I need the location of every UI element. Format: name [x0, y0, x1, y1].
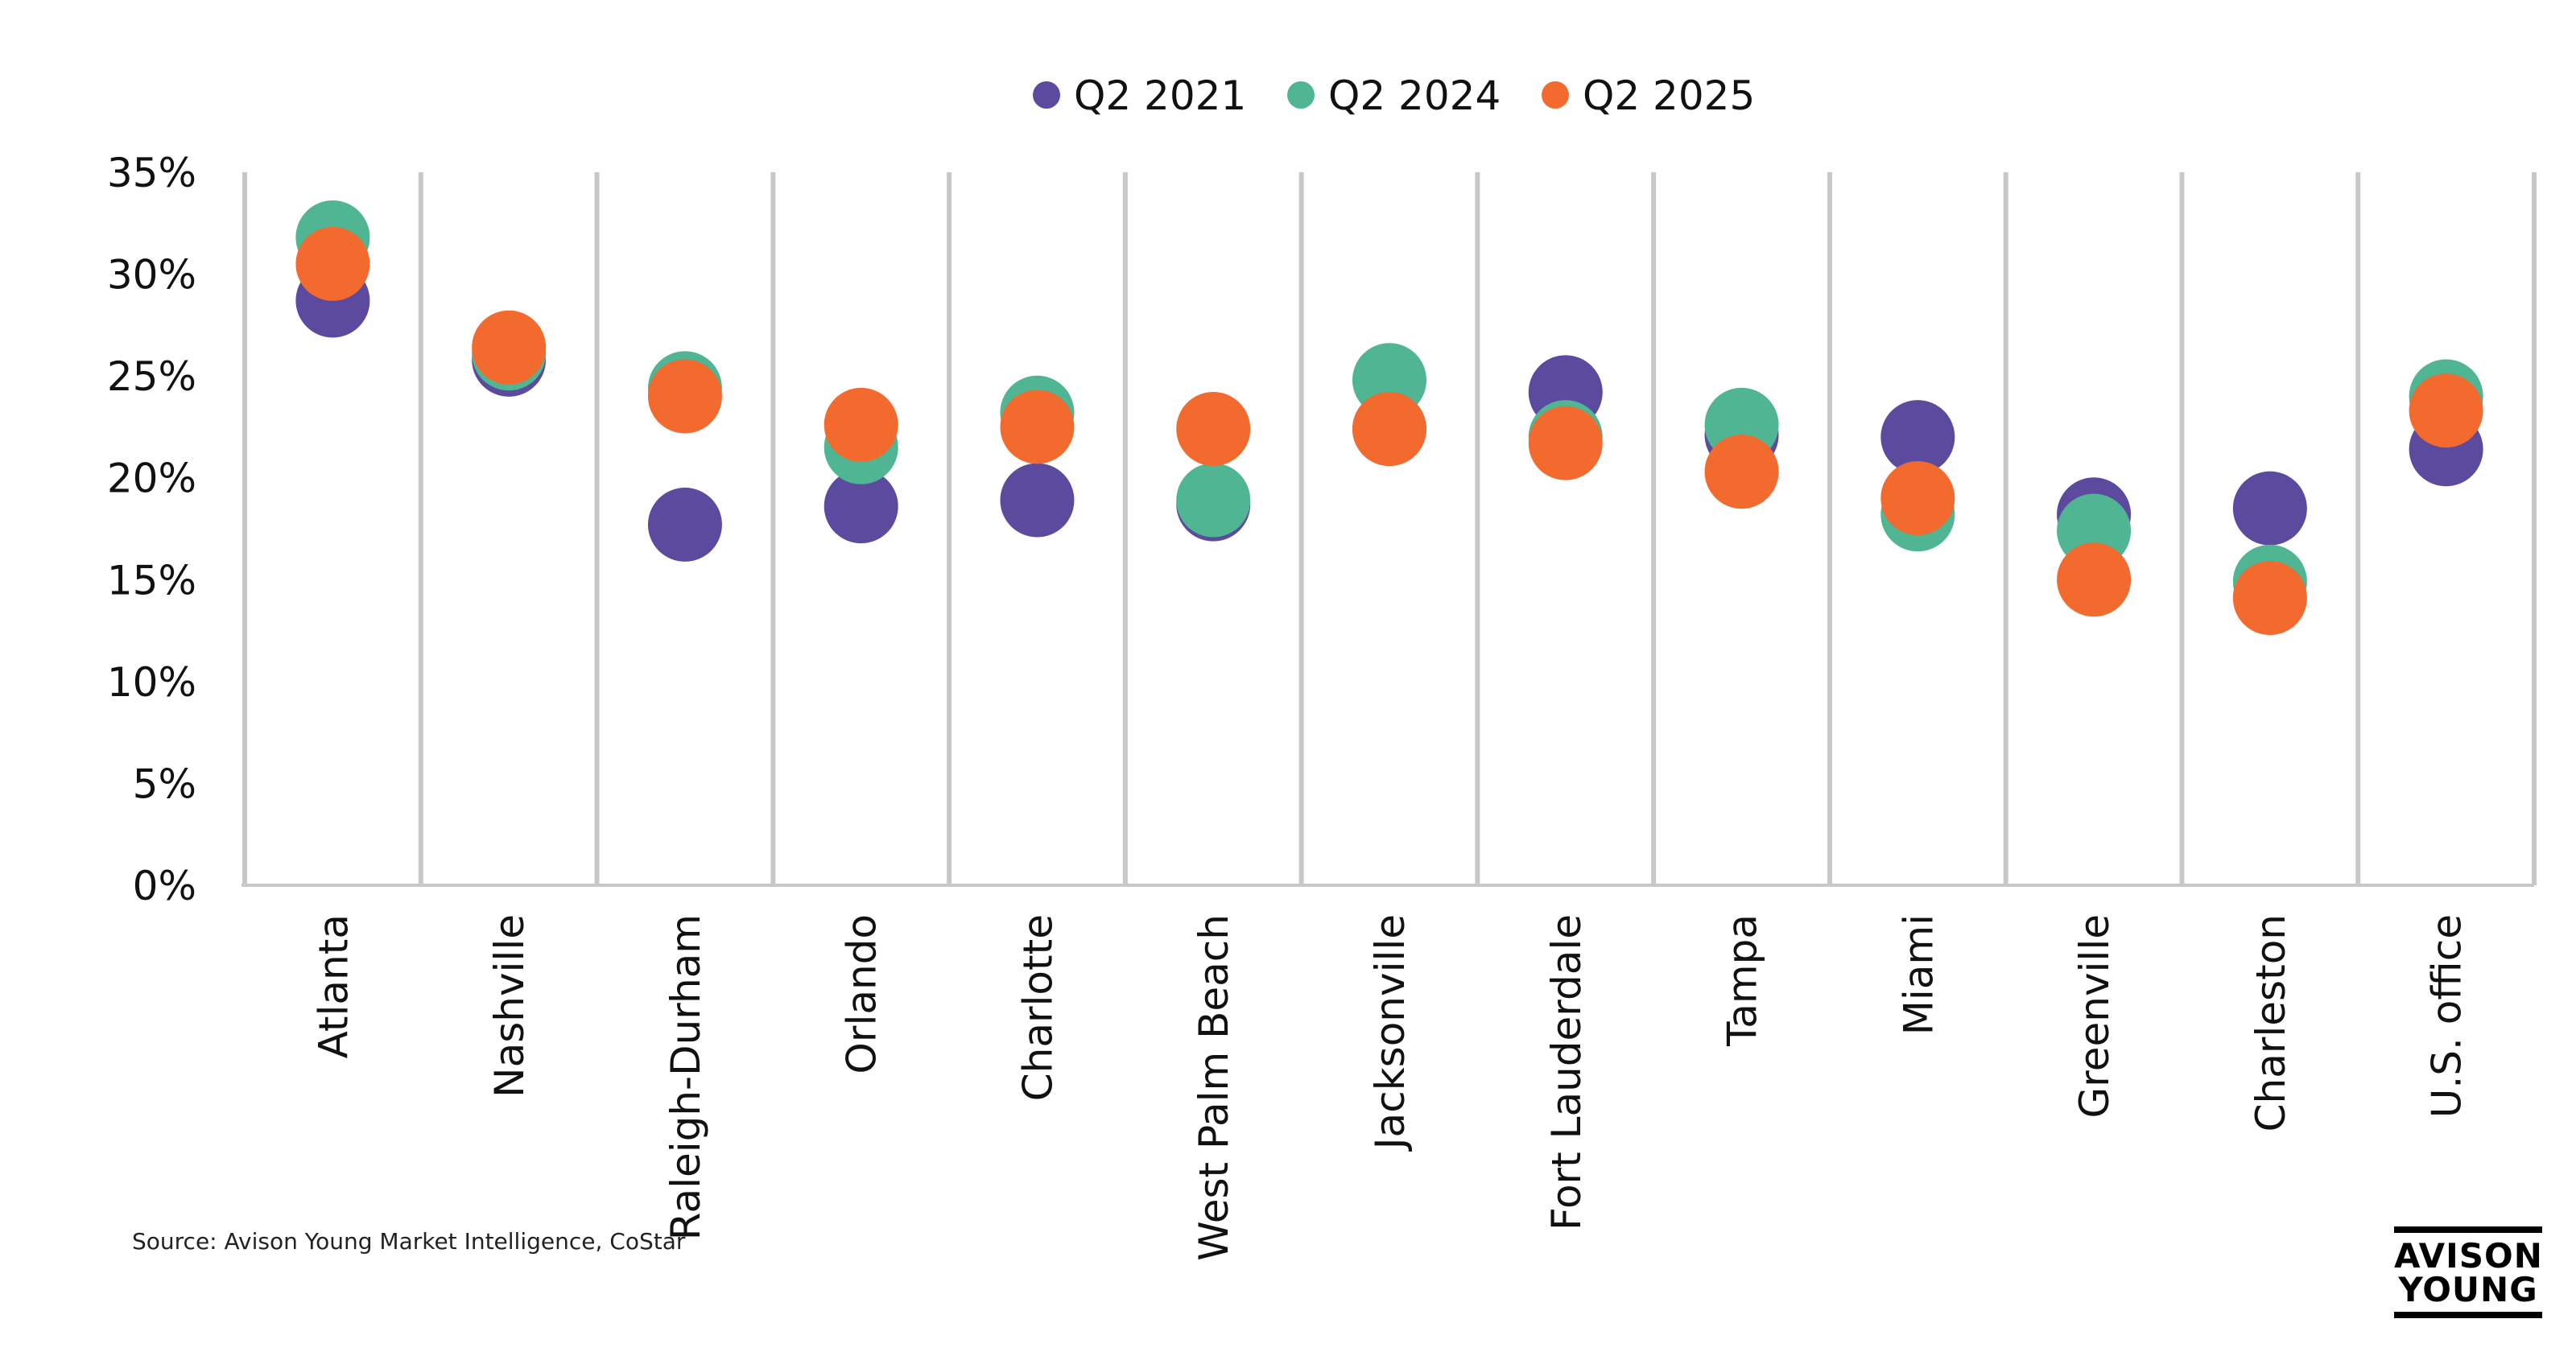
y-tick-label: 15% [107, 557, 196, 604]
data-point [1880, 400, 1955, 475]
x-category-label: Charlotte [1014, 914, 1061, 1101]
data-point [1704, 435, 1779, 509]
data-point [472, 310, 547, 385]
x-category-label: Nashville [486, 914, 533, 1098]
x-category-label: Charleston [2248, 914, 2294, 1131]
data-point [2057, 542, 2132, 617]
data-point [1000, 390, 1075, 464]
y-tick-label: 10% [107, 659, 196, 706]
avison-young-logo: AVISON YOUNG [2394, 1226, 2542, 1318]
logo-line-1: AVISON [2394, 1236, 2543, 1276]
data-point [1176, 391, 1251, 466]
data-point [647, 359, 722, 434]
data-point [1176, 463, 1251, 538]
logo-line-2: YOUNG [2398, 1270, 2538, 1309]
data-point [824, 469, 898, 544]
data-point [295, 226, 370, 301]
data-point [1880, 461, 1955, 536]
legend: Q2 2021 Q2 2024 Q2 2025 [1033, 72, 1755, 119]
data-point [1352, 391, 1426, 466]
data-point [2232, 561, 2307, 636]
legend-marker [1033, 81, 1060, 109]
data-point [2232, 471, 2307, 546]
x-category-label: Jacksonville [1367, 914, 1414, 1152]
y-axis-ticks: 0% 5% 10% 15% 20% 25% 30% 35% [107, 150, 196, 909]
source-note: Source: Avison Young Market Intelligence… [132, 1228, 686, 1255]
y-tick-label: 0% [133, 863, 196, 909]
x-category-label: Greenville [2071, 914, 2118, 1118]
x-category-label: Orlando [839, 914, 886, 1074]
data-points [295, 200, 2483, 636]
x-category-label: West Palm Beach [1191, 914, 1237, 1261]
y-tick-label: 5% [133, 760, 196, 807]
legend-marker [1542, 81, 1569, 109]
logo-top-bar [2394, 1226, 2542, 1233]
x-category-label: Atlanta [310, 914, 357, 1058]
y-tick-label: 20% [107, 455, 196, 502]
data-point [1000, 463, 1075, 538]
x-category-label: Raleigh-Durham [663, 914, 709, 1240]
logo-bottom-bar [2394, 1312, 2542, 1318]
legend-label: Q2 2025 [1583, 72, 1755, 119]
legend-label: Q2 2024 [1328, 72, 1501, 119]
data-point [2409, 373, 2483, 448]
x-category-label: Tampa [1719, 914, 1766, 1047]
data-point [647, 487, 722, 562]
data-point [1528, 406, 1603, 480]
x-category-label: Miami [1895, 914, 1942, 1035]
category-separators [242, 172, 2537, 885]
legend-marker [1287, 81, 1315, 109]
x-category-label: Fort Lauderdale [1543, 914, 1590, 1230]
series-q2-2025 [295, 226, 2483, 636]
y-tick-label: 25% [107, 353, 196, 400]
legend-label: Q2 2021 [1074, 72, 1246, 119]
data-point [824, 387, 898, 462]
y-tick-label: 30% [107, 252, 196, 299]
x-axis-labels: Atlanta Nashville Raleigh-Durham Orlando Cha… [310, 914, 2470, 1261]
y-tick-label: 35% [107, 150, 196, 196]
x-category-label: U.S. office [2424, 914, 2471, 1118]
